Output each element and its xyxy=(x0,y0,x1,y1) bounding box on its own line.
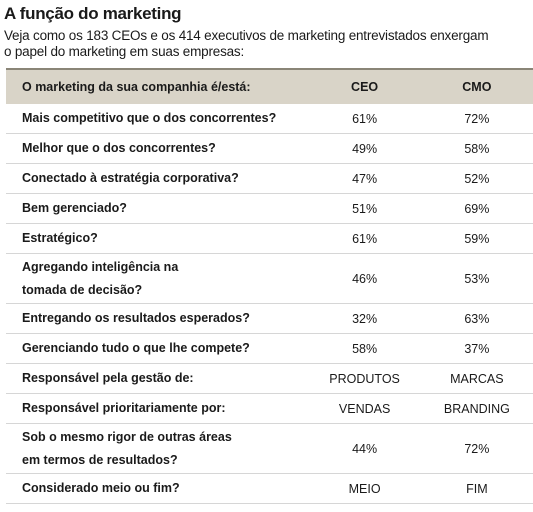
row-label: Melhor que o dos concorrentes? xyxy=(6,137,308,160)
row-label: Agregando inteligência na tomada de decis… xyxy=(6,256,308,302)
row-label: Entregando os resultados esperados? xyxy=(6,307,308,330)
row-label-line: tomada de decisão? xyxy=(22,282,143,297)
row-label-line: Agregando inteligência na xyxy=(22,259,179,274)
row-label: Mais competitivo que o dos concorrentes? xyxy=(6,107,308,130)
table-row: Mais competitivo que o dos concorrentes?… xyxy=(6,104,533,134)
header-row: O marketing da sua companhia é/está: CEO… xyxy=(6,68,533,104)
ceo-cell: 47% xyxy=(352,171,378,186)
row-label-line: Responsável pela gestão de: xyxy=(22,371,194,385)
row-label-line: Responsável prioritariamente por: xyxy=(22,401,226,415)
table-row: Bem gerenciado? 51% 69% xyxy=(6,194,533,224)
cmo-cell: 63% xyxy=(464,311,490,326)
cmo-cell: BRANDING xyxy=(443,401,510,416)
row-label-line: Entregando os resultados esperados? xyxy=(22,311,250,325)
cmo-cell: 53% xyxy=(464,271,490,286)
ceo-cell: 61% xyxy=(352,231,378,246)
row-label-line: Estratégico? xyxy=(22,231,98,245)
table-row: Entregando os resultados esperados? 32% 63… xyxy=(6,304,533,334)
cmo-cell: MARCAS xyxy=(450,371,504,386)
table-row: Agregando inteligência na tomada de decis… xyxy=(6,254,533,304)
table-row: Melhor que o dos concorrentes? 49% 58% xyxy=(6,134,533,164)
column-header: CMO xyxy=(462,80,492,94)
table-row: Responsável pela gestão de: PRODUTOS MARCA… xyxy=(6,364,533,394)
cmo-cell: FIM xyxy=(466,481,488,496)
table-row: Sob o mesmo rigor de outras áreas em term… xyxy=(6,424,533,474)
table-row: Estratégico? 61% 59% xyxy=(6,224,533,254)
row-label-line: Conectado à estratégia corporativa? xyxy=(22,171,239,185)
row-label: Responsável prioritariamente por: xyxy=(6,397,308,420)
row-label: Sob o mesmo rigor de outras áreas em term… xyxy=(6,426,308,472)
cmo-cell: 37% xyxy=(464,341,490,356)
row-label: Estratégico? xyxy=(6,227,308,250)
ceo-cell: PRODUTOS xyxy=(329,371,400,386)
cmo-cell: 72% xyxy=(464,441,490,456)
cmo-cell: 58% xyxy=(464,141,490,156)
ceo-cell: 51% xyxy=(352,201,378,216)
row-label-line: Considerado meio ou fim? xyxy=(22,481,180,495)
row-label: Considerado meio ou fim? xyxy=(6,477,308,500)
subtitle: Veja como os 183 CEOs e os 414 executivo… xyxy=(4,28,489,60)
subtitle-line: o papel do marketing em suas empresas: xyxy=(4,44,245,59)
subtitle-line: Veja como os 183 CEOs e os 414 executivo… xyxy=(4,28,489,43)
table: O marketing da sua companhia é/está: CEO… xyxy=(6,68,533,504)
cmo-cell: 52% xyxy=(464,171,490,186)
ceo-cell: 58% xyxy=(352,341,378,356)
table-row: Responsável prioritariamente por: VENDAS B… xyxy=(6,394,533,424)
ceo-cell: 49% xyxy=(352,141,378,156)
ceo-cell: 32% xyxy=(352,311,378,326)
cmo-cell: 69% xyxy=(464,201,490,216)
table-row: Considerado meio ou fim? MEIO FIM xyxy=(6,474,533,504)
row-label-line: Mais competitivo que o dos concorrentes? xyxy=(22,111,277,125)
row-label: Conectado à estratégia corporativa? xyxy=(6,167,308,190)
ceo-cell: VENDAS xyxy=(338,401,391,416)
cmo-cell: 72% xyxy=(464,111,490,126)
ceo-cell: 46% xyxy=(352,271,378,286)
row-label-line: Melhor que o dos concorrentes? xyxy=(22,141,216,155)
row-label: Bem gerenciado? xyxy=(6,197,308,220)
row-label: Gerenciando tudo o que lhe compete? xyxy=(6,337,308,360)
row-label-line: Sob o mesmo rigor de outras áreas xyxy=(22,429,232,444)
table-row: Gerenciando tudo o que lhe compete? 58% 37… xyxy=(6,334,533,364)
row-label-line: Bem gerenciado? xyxy=(22,201,127,215)
row-label: Responsável pela gestão de: xyxy=(6,367,308,390)
ceo-cell: 61% xyxy=(352,111,378,126)
ceo-cell: MEIO xyxy=(348,481,381,496)
row-label-line: Gerenciando tudo o que lhe compete? xyxy=(22,341,250,355)
table-row: Conectado à estratégia corporativa? 47% 52… xyxy=(6,164,533,194)
ceo-cell: 44% xyxy=(352,441,378,456)
title: A função do marketing xyxy=(4,4,182,23)
column-header: CEO xyxy=(351,80,379,94)
row-label-line: em termos de resultados? xyxy=(22,452,178,467)
cmo-cell: 59% xyxy=(464,231,490,246)
column-header: O marketing da sua companhia é/está: xyxy=(22,79,251,94)
